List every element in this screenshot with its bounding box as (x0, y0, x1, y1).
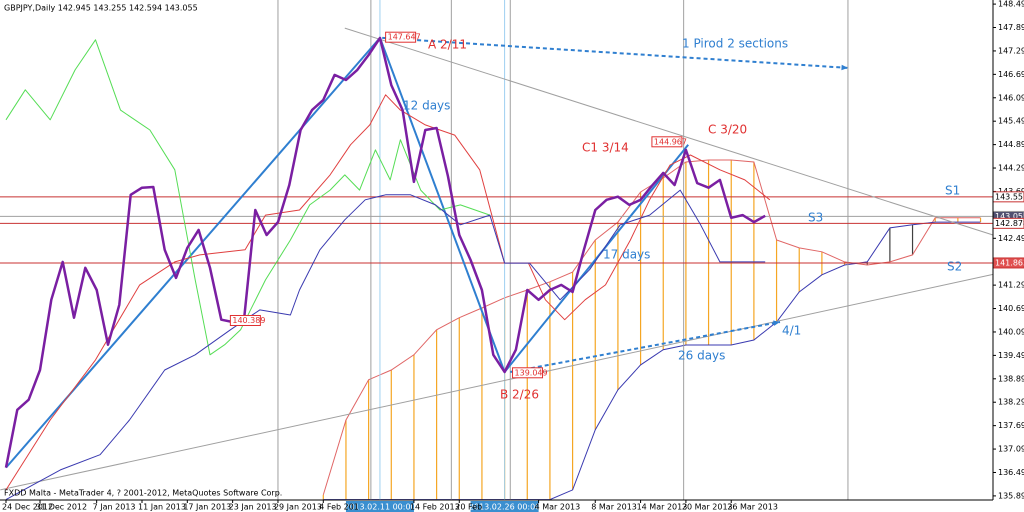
x-tick-label: 23 Jan 2013 (229, 503, 277, 512)
price-mark-label: 144.967 (654, 137, 687, 146)
y-tick-label: 136.495 (998, 468, 1024, 477)
y-tick-label: 146.095 (998, 93, 1024, 102)
y-tick-label: 141.295 (998, 281, 1024, 290)
y-tick-label: 145.495 (998, 117, 1024, 126)
x-tick-label: 14 Feb 2013 (410, 503, 460, 512)
price-mark-box (385, 31, 417, 43)
crosshair-label: 2013.02.11 00:00 (344, 503, 415, 512)
x-tick-label: 20 Mar 2013 (682, 503, 733, 512)
annotation: 4/1 (782, 324, 801, 338)
price-box-label: 142.878 (995, 219, 1024, 228)
price-mark-box (651, 136, 683, 148)
y-tick-label: 135.895 (998, 491, 1024, 500)
annotation: S2 (947, 260, 962, 274)
y-tick-label: 139.495 (998, 351, 1024, 360)
annotation: S1 (945, 184, 960, 198)
x-tick-label: 14 Mar 2013 (637, 503, 688, 512)
annotation: A 2/11 (428, 38, 467, 52)
price-mark-box (229, 314, 261, 326)
x-tick-label: 29 Jan 2013 (274, 503, 322, 512)
y-tick-label: 147.295 (998, 46, 1024, 55)
price-mark-label: 139.049 (515, 368, 548, 377)
y-tick-label: 137.695 (998, 421, 1024, 430)
annotation: 26 days (678, 349, 725, 363)
annotation: 1 Pirod 2 sections (682, 37, 788, 51)
annotation: C1 3/14 (582, 141, 629, 155)
x-tick-label: 4 Mar 2013 (535, 503, 581, 512)
series-line (5, 94, 771, 491)
annotation: B 2/26 (500, 388, 539, 402)
annotation: 17 days (603, 248, 650, 262)
annotations: A 2/11 12 days 1 Pirod 2 sections C1 3/1… (403, 37, 962, 402)
y-tick-label: 140.695 (998, 304, 1024, 313)
footer: FXDD Malta - MetaTrader 4, ? 2001-2012, … (4, 489, 282, 498)
price-box-label: 143.557 (995, 192, 1024, 201)
series-line (4, 36, 766, 468)
series-line (5, 39, 491, 356)
x-tick-label: 26 Mar 2013 (727, 503, 778, 512)
arrow-head (773, 320, 780, 326)
dashed-arrow (382, 36, 849, 69)
trend-line (379, 37, 506, 373)
y-tick-label: 138.295 (998, 398, 1024, 407)
y-tick-label: 140.095 (998, 327, 1024, 336)
price-mark-box (512, 367, 544, 379)
crosshair-label-box (470, 501, 539, 512)
chart-title: GBPJPY,Daily 142.945 143.255 142.594 143… (4, 4, 198, 13)
x-tick-label: 24 Dec 2012 (2, 503, 53, 512)
arrow-head (841, 64, 848, 71)
price-box-label: 141.863 (995, 258, 1024, 267)
y-tick-label: 137.095 (998, 445, 1024, 454)
series-line (5, 189, 766, 501)
x-tick-label: 8 Mar 2013 (591, 503, 637, 512)
y-tick-label: 148.495 (998, 0, 1024, 9)
crosshair-label: 2013.02.26 00:00 (469, 503, 540, 512)
y-tick-label: 138.895 (998, 374, 1024, 383)
annotation: S3 (808, 211, 823, 225)
trend-line (344, 27, 994, 236)
price-mark-label: 140.389 (232, 316, 265, 325)
trend-line (0, 273, 994, 491)
annotation: C 3/20 (708, 123, 747, 137)
trend-line (503, 144, 689, 373)
y-tick-label: 146.695 (998, 70, 1024, 79)
price-box-label: 143.055 (995, 212, 1024, 221)
y-tick-label: 142.495 (998, 234, 1024, 243)
x-tick-label: 20 Feb (455, 503, 482, 512)
x-tick-label: 31 Dec 2012 (36, 503, 87, 512)
crosshair-label-box (345, 501, 414, 512)
y-tick-label: 144.295 (998, 164, 1024, 173)
dashed-arrow (510, 321, 781, 373)
y-tick-label: 144.895 (998, 140, 1024, 149)
x-tick-label: 4 Feb 201 (319, 503, 359, 512)
price-mark-label: 147.647 (388, 33, 421, 42)
x-tick-label: 7 Jan 2013 (93, 503, 136, 512)
annotation: 12 days (403, 99, 450, 113)
x-tick-label: 17 Jan 2013 (183, 503, 231, 512)
x-tick-label: 11 Jan 2013 (138, 503, 186, 512)
y-tick-label: 147.895 (998, 23, 1024, 32)
